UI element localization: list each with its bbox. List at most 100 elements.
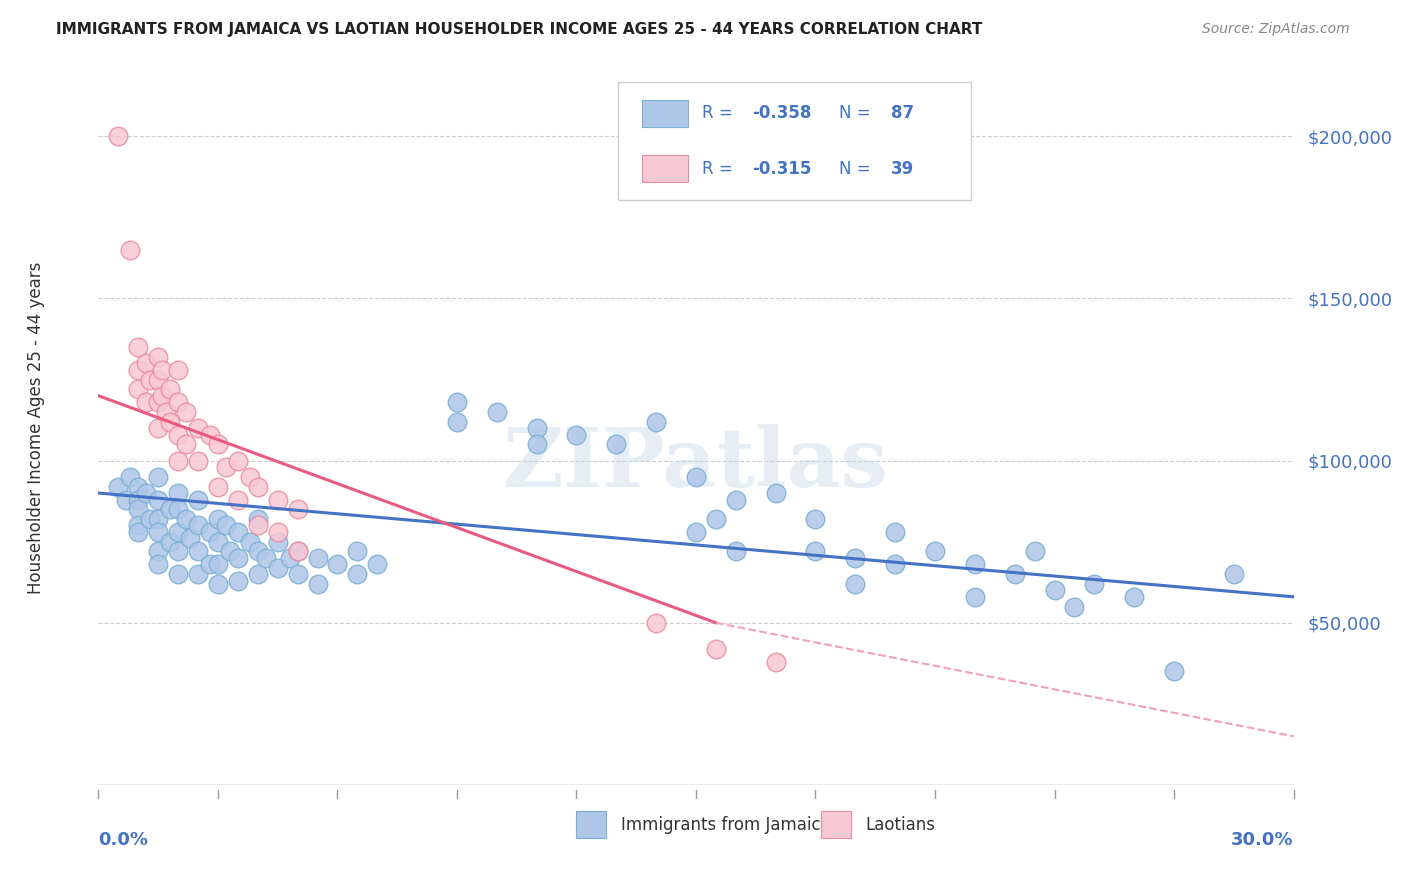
- Point: [704, 512, 727, 526]
- Point: [148, 372, 170, 386]
- Text: 0.0%: 0.0%: [98, 831, 149, 849]
- Point: [148, 350, 170, 364]
- Point: [187, 492, 209, 507]
- Point: [207, 437, 229, 451]
- Text: 87: 87: [891, 104, 914, 122]
- Point: [226, 524, 249, 539]
- Point: [645, 415, 668, 429]
- Point: [198, 427, 221, 442]
- Point: [287, 544, 309, 558]
- Point: [155, 405, 177, 419]
- Point: [1024, 544, 1046, 558]
- Text: R =: R =: [702, 104, 738, 122]
- Point: [167, 567, 190, 582]
- Point: [148, 544, 170, 558]
- Point: [127, 524, 149, 539]
- Text: -0.315: -0.315: [752, 160, 811, 178]
- Point: [226, 453, 249, 467]
- Point: [685, 470, 707, 484]
- Point: [1063, 599, 1085, 614]
- Point: [127, 340, 149, 354]
- Point: [187, 518, 209, 533]
- Text: ZIPatlas: ZIPatlas: [503, 424, 889, 504]
- Point: [446, 395, 468, 409]
- Point: [167, 486, 190, 500]
- Point: [127, 382, 149, 396]
- Point: [198, 524, 221, 539]
- Bar: [576, 812, 606, 838]
- Point: [844, 550, 866, 565]
- Point: [307, 577, 329, 591]
- Text: Source: ZipAtlas.com: Source: ZipAtlas.com: [1202, 22, 1350, 37]
- Point: [239, 534, 262, 549]
- Point: [246, 544, 269, 558]
- Point: [446, 415, 468, 429]
- Point: [804, 544, 827, 558]
- Point: [963, 590, 986, 604]
- Point: [148, 470, 170, 484]
- Point: [167, 524, 190, 539]
- Point: [120, 243, 142, 257]
- Point: [167, 544, 190, 558]
- Point: [179, 532, 201, 546]
- Point: [167, 427, 190, 442]
- Point: [207, 577, 229, 591]
- Point: [526, 437, 548, 451]
- Point: [485, 405, 508, 419]
- Point: [207, 512, 229, 526]
- Point: [127, 518, 149, 533]
- Point: [219, 544, 242, 558]
- Text: 30.0%: 30.0%: [1232, 831, 1294, 849]
- Point: [226, 550, 249, 565]
- Point: [159, 415, 181, 429]
- Point: [267, 534, 290, 549]
- Point: [115, 492, 138, 507]
- Point: [963, 558, 986, 572]
- Point: [287, 502, 309, 516]
- Text: R =: R =: [702, 160, 738, 178]
- Point: [127, 502, 149, 516]
- Point: [215, 460, 238, 475]
- Point: [645, 615, 668, 630]
- Point: [226, 492, 249, 507]
- Point: [246, 479, 269, 493]
- Point: [148, 524, 170, 539]
- Point: [1004, 567, 1026, 582]
- Point: [159, 382, 181, 396]
- Point: [267, 492, 290, 507]
- Point: [139, 512, 162, 526]
- Point: [174, 405, 197, 419]
- Point: [254, 550, 277, 565]
- Point: [844, 577, 866, 591]
- Point: [187, 421, 209, 435]
- Point: [207, 558, 229, 572]
- Point: [139, 372, 162, 386]
- Point: [565, 427, 588, 442]
- Point: [326, 558, 349, 572]
- Text: -0.358: -0.358: [752, 104, 811, 122]
- Point: [148, 492, 170, 507]
- Point: [148, 421, 170, 435]
- Point: [148, 395, 170, 409]
- Point: [346, 544, 368, 558]
- Point: [167, 363, 190, 377]
- Point: [239, 470, 262, 484]
- Point: [120, 470, 142, 484]
- Point: [765, 655, 787, 669]
- Point: [724, 544, 747, 558]
- Point: [765, 486, 787, 500]
- Point: [207, 479, 229, 493]
- Point: [724, 492, 747, 507]
- Point: [198, 558, 221, 572]
- Point: [127, 492, 149, 507]
- Point: [148, 558, 170, 572]
- Point: [246, 567, 269, 582]
- Bar: [643, 155, 688, 182]
- Point: [307, 550, 329, 565]
- Text: Laotians: Laotians: [866, 816, 935, 834]
- FancyBboxPatch shape: [619, 82, 972, 200]
- Point: [159, 502, 181, 516]
- Point: [884, 558, 907, 572]
- Point: [187, 453, 209, 467]
- Point: [167, 502, 190, 516]
